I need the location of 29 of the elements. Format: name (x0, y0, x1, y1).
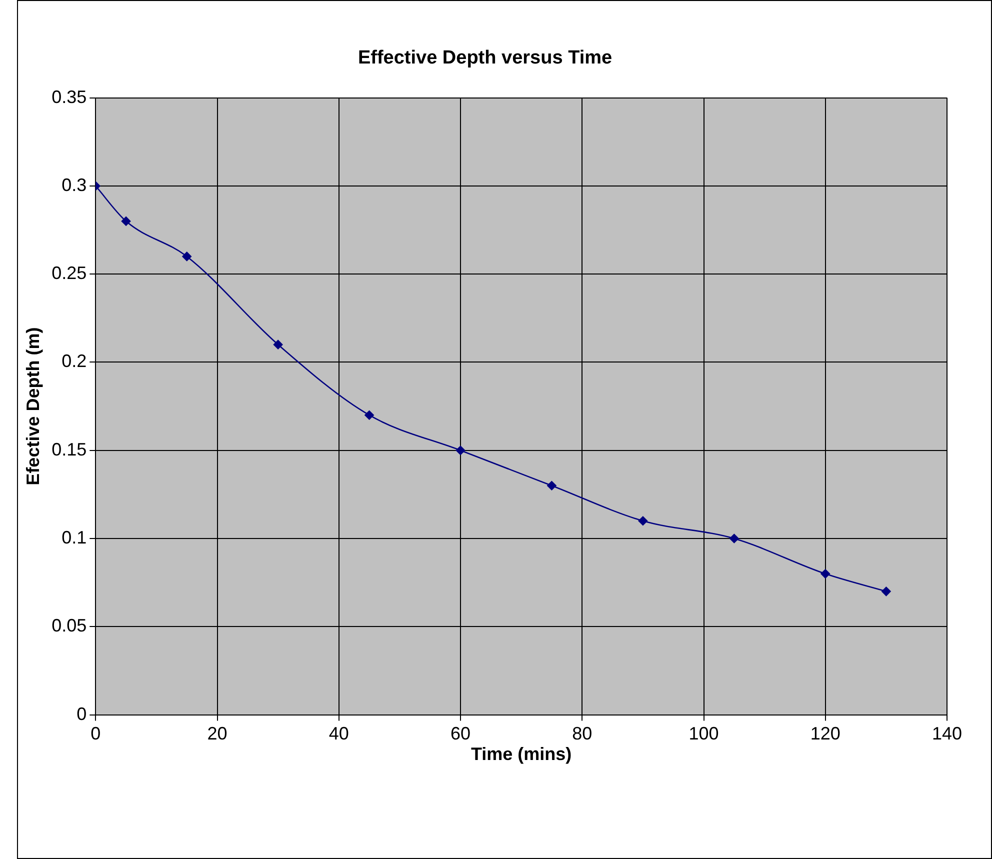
point (730, 534, 739, 544)
y-axis-title: Efective Depth (m) (22, 327, 43, 486)
x-axis-title: Time (mins) (470, 744, 572, 764)
x-tick-label: 140 (932, 724, 962, 744)
y-tick-label: 0.15 (52, 439, 87, 460)
point (182, 252, 192, 262)
x-tick-label: 100 (688, 724, 719, 744)
y-tick-label: 0.1 (62, 527, 87, 548)
point (820, 569, 830, 578)
x-tick-label: 120 (810, 724, 840, 744)
y-tick-label: 0.3 (62, 174, 87, 195)
point (456, 446, 466, 456)
point (882, 586, 891, 596)
y-tick-label: 0 (76, 704, 87, 724)
y-tick-label: 0.25 (52, 263, 87, 284)
y-tick-label: 0.35 (52, 86, 87, 107)
y-tick-label: 0.05 (52, 616, 87, 636)
x-tick-label: 80 (572, 724, 592, 744)
chart-title: Effective Depth versus Time (358, 48, 612, 69)
point (273, 340, 283, 350)
x-tick-label: 60 (450, 724, 471, 744)
x-tick-label: 20 (207, 724, 228, 744)
point (638, 516, 648, 526)
y-tick-label: 0.2 (62, 351, 87, 372)
x-tick-label: 0 (90, 724, 101, 744)
x-tick-label: 40 (328, 724, 349, 744)
point (547, 480, 556, 490)
point (121, 216, 131, 226)
point (364, 410, 374, 420)
